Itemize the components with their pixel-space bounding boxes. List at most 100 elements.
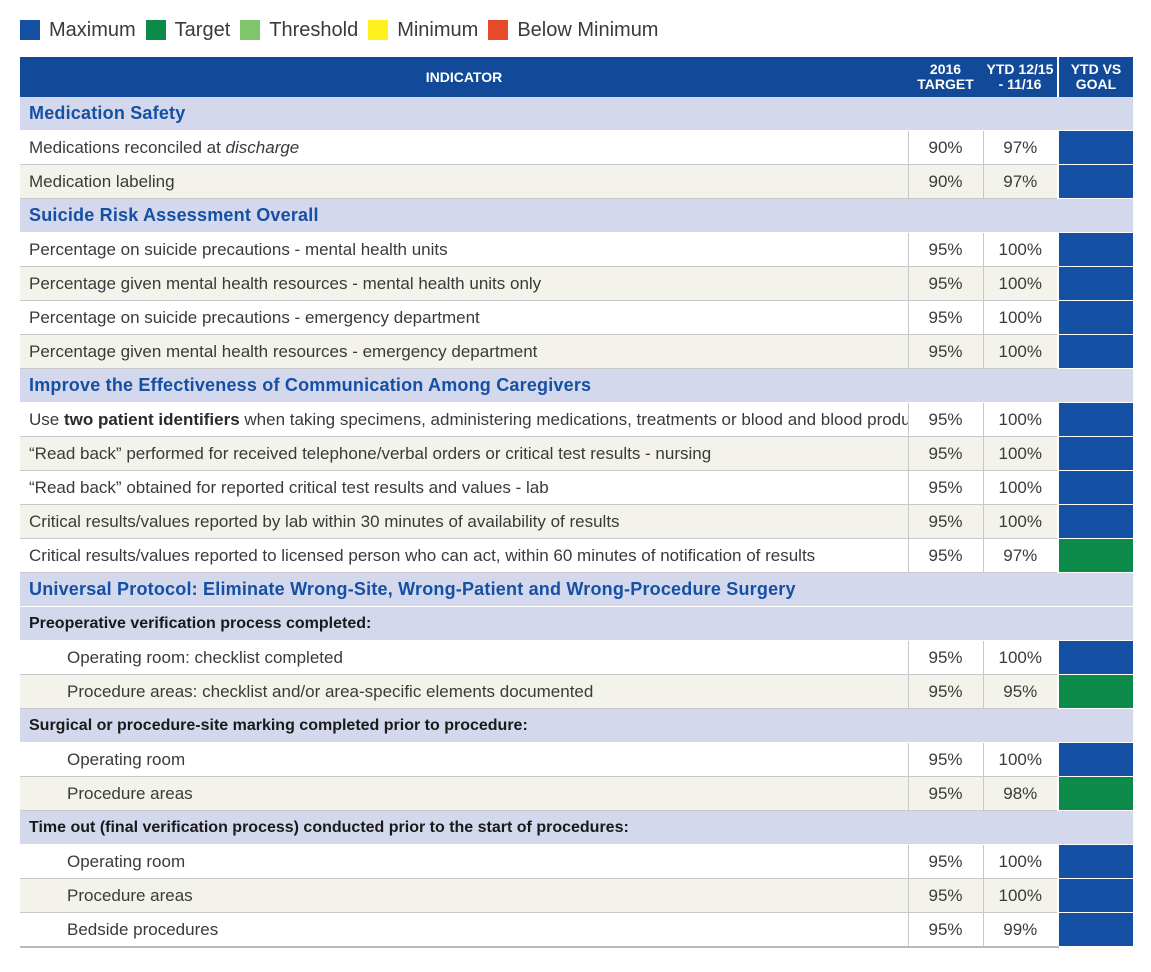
subsection-title: Surgical or procedure-site marking compl… [20,708,1133,743]
target-cell: 95% [907,334,983,369]
indicator-text: Operating room [67,749,186,769]
target-cell: 95% [907,912,983,948]
section-header-row: Suicide Risk Assessment Overall [20,198,1133,233]
target-cell: 95% [907,402,983,437]
target-cell: 90% [907,130,983,165]
indicator-text: Percentage given mental health resources… [29,273,542,293]
target-cell: 95% [907,232,983,267]
table-row: Medication labeling 90% 97% [20,164,1133,199]
indicator-text: “Read back” performed for received telep… [29,443,712,463]
legend-label: Below Minimum [517,18,659,41]
table-row: Bedside procedures 95% 99% [20,912,1133,948]
indicator-text: Percentage given mental health resources… [29,341,538,361]
ytd-cell: 100% [982,470,1058,505]
table-row: “Read back” performed for received telep… [20,436,1133,471]
target-cell: 95% [907,640,983,675]
indicator-text: Use [29,409,64,429]
legend-swatch [368,20,389,40]
table-row: Critical results/values reported to lice… [20,538,1133,573]
table-row: Procedure areas 95% 98% [20,776,1133,811]
indicator-text: Operating room [67,851,186,871]
goal-status-cell [1057,436,1133,471]
ytd-header-line-1: YTD 12/15 [986,61,1054,77]
ytd-cell: 100% [982,504,1058,539]
table-header-row: INDICATOR 2016 TARGET YTD 12/15- 11/16 YT… [20,57,1133,97]
indicator-text: Procedure areas: checklist and/or area-s… [67,681,594,701]
table-row: Percentage on suicide precautions - ment… [20,232,1133,267]
ytd-cell: 97% [982,130,1058,165]
ytd-cell: 100% [982,742,1058,777]
legend-label: Target [174,18,231,41]
target-header-line-1: 2016 [929,61,962,77]
table-row: Percentage on suicide precautions - emer… [20,300,1133,335]
goal-status-cell [1057,402,1133,437]
target-cell: 95% [907,504,983,539]
table-row: Operating room: checklist completed 95% 10… [20,640,1133,675]
indicator-text: Percentage on suicide precautions - emer… [29,307,480,327]
ytd-cell: 100% [982,878,1058,913]
legend-swatch [240,20,261,40]
legend-item: Below Minimum [488,19,658,42]
indicator-cell: Percentage given mental health resources… [20,334,908,369]
target-cell: 90% [907,164,983,199]
table-row: Medications reconciled at discharge 90% 97… [20,130,1133,165]
ytd-cell: 100% [982,436,1058,471]
legend-swatch [20,20,40,40]
legend-item: Minimum [368,19,478,42]
goal-status-cell [1057,266,1133,301]
ytd-cell: 98% [982,776,1058,811]
goal-status-cell [1057,232,1133,267]
indicator-text: “Read back” obtained for reported critic… [29,477,549,497]
section-header-row: Universal Protocol: Eliminate Wrong-Site… [20,572,1133,607]
table-row: Use two patient identifiers when taking … [20,402,1133,437]
goal-status-cell [1057,538,1133,573]
target-column-header: 2016 TARGET [908,57,983,97]
section-title: Improve the Effectiveness of Communicati… [20,368,1133,403]
target-cell: 95% [907,538,983,573]
indicator-text: Critical results/values reported to lice… [29,545,816,565]
goal-status-cell [1057,674,1133,709]
indicator-cell: Bedside procedures [20,912,908,948]
goal-status-cell [1057,334,1133,369]
legend-label: Threshold [269,18,359,41]
table-body: Medication Safety Medications reconciled … [20,97,1133,948]
indicator-cell: Percentage on suicide precautions - emer… [20,300,908,335]
indicator-cell: Critical results/values reported to lice… [20,538,908,573]
indicator-text: when taking specimens, administering med… [239,409,908,429]
ytd-cell: 100% [982,300,1058,335]
legend-swatch [145,20,166,40]
subsection-title: Time out (final verification process) co… [20,810,1133,845]
indicator-text: Bedside procedures [67,919,219,939]
ytd-cell: 99% [982,912,1058,948]
section-title: Suicide Risk Assessment Overall [20,198,1133,233]
indicator-column-header: INDICATOR [20,57,908,97]
indicator-text: Procedure areas [67,783,193,803]
legend: Maximum Target Threshold Minimum Below Minim… [20,16,668,44]
legend-label: Maximum [49,18,136,41]
target-cell: 95% [907,878,983,913]
goal-status-cell [1057,742,1133,777]
table-row: “Read back” obtained for reported critic… [20,470,1133,505]
ytd-cell: 100% [982,402,1058,437]
indicator-cell: “Read back” obtained for reported critic… [20,470,908,505]
goal-status-cell [1057,504,1133,539]
goal-status-cell [1057,470,1133,505]
ytd-cell: 97% [982,164,1058,199]
indicator-text-italic: discharge [225,137,300,157]
subsection-title: Preoperative verification process comple… [20,606,1133,641]
indicator-cell: Use two patient identifiers when taking … [20,402,908,437]
indicator-text: Critical results/values reported by lab … [29,511,620,531]
indicator-table: INDICATOR 2016 TARGET YTD 12/15- 11/16 YT… [20,57,1133,948]
subsection-header-row: Preoperative verification process comple… [20,606,1133,641]
indicator-text: Percentage on suicide precautions - ment… [29,239,448,259]
indicator-text: Procedure areas [67,885,193,905]
goal-status-cell [1057,844,1133,879]
goal-status-cell [1057,164,1133,199]
legend-item: Threshold [240,19,358,42]
target-cell: 95% [907,436,983,471]
indicator-cell: Critical results/values reported by lab … [20,504,908,539]
indicator-cell: Operating room [20,844,908,879]
indicator-cell: Medications reconciled at discharge [20,130,908,165]
ytd-cell: 97% [982,538,1058,573]
indicator-cell: Operating room: checklist completed [20,640,908,675]
